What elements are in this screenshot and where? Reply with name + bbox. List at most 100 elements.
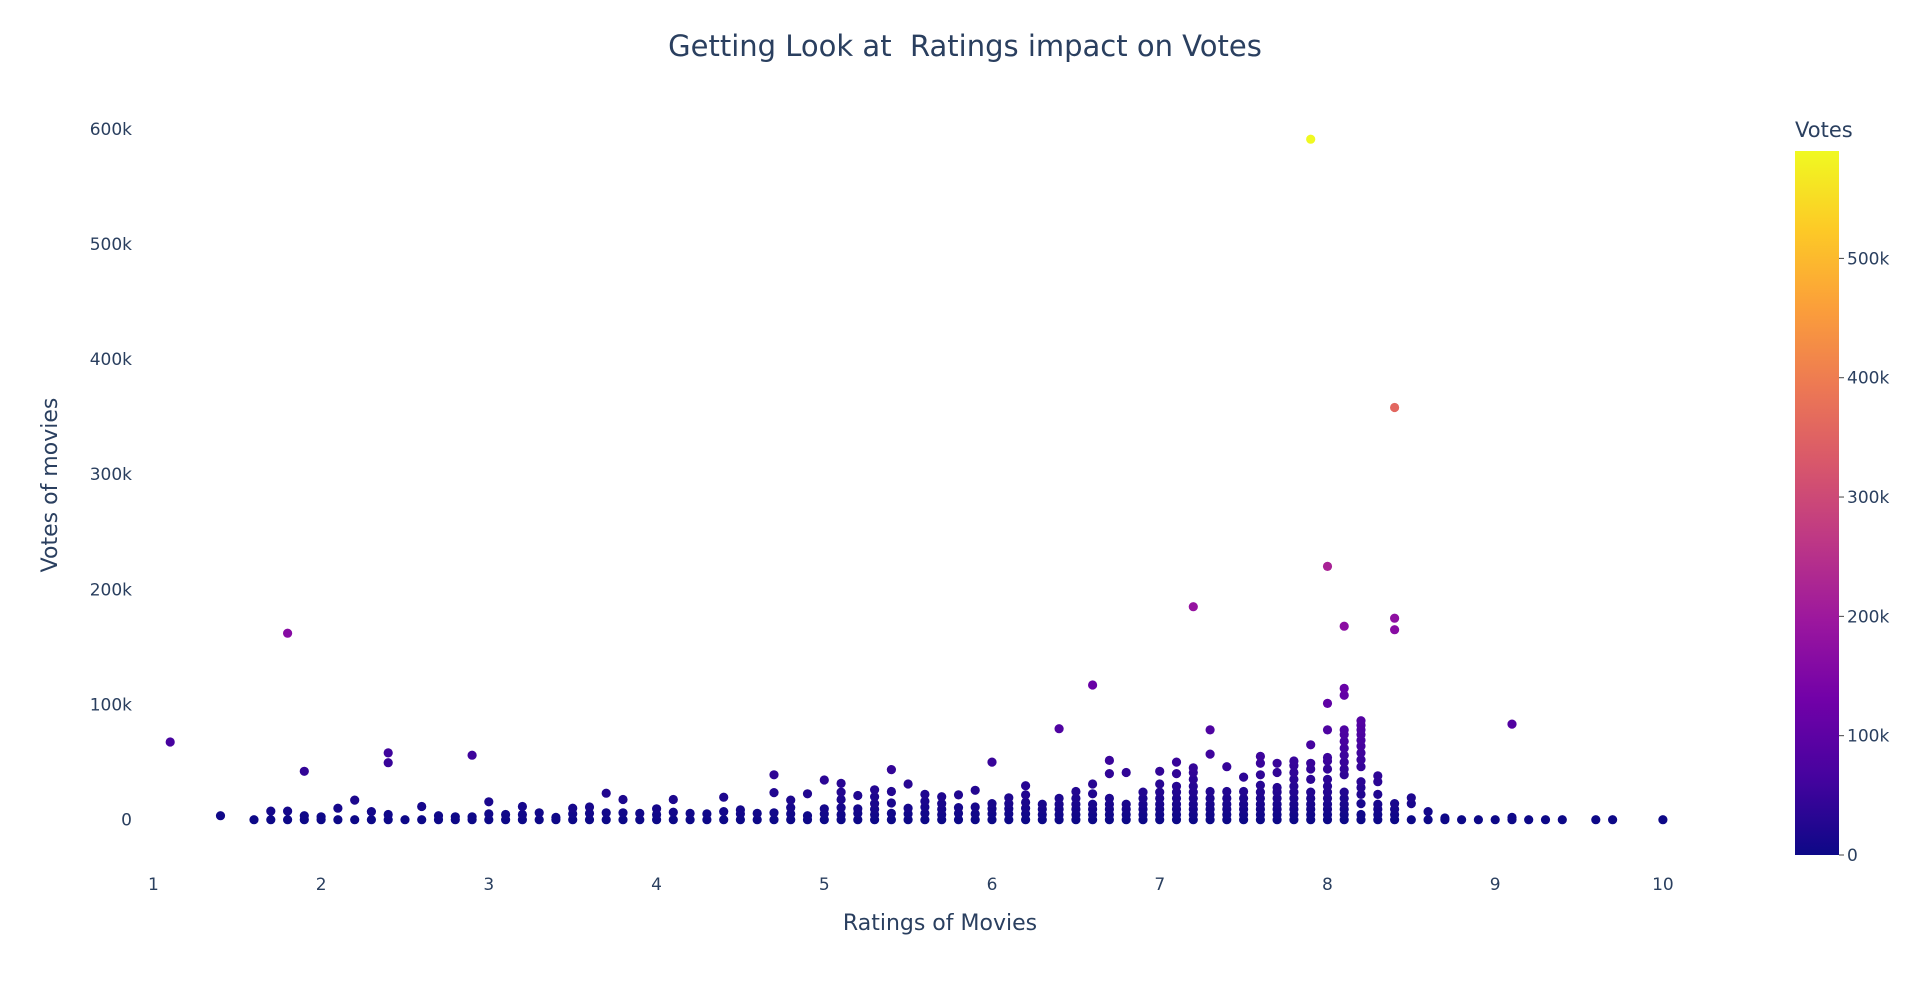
- data-point[interactable]: [534, 815, 544, 825]
- data-point[interactable]: [1524, 815, 1534, 825]
- data-point[interactable]: [1272, 793, 1282, 804]
- data-point[interactable]: [1138, 793, 1148, 804]
- data-point[interactable]: [1021, 797, 1031, 808]
- data-point[interactable]: [1255, 770, 1265, 780]
- data-point[interactable]: [1306, 787, 1316, 797]
- data-point[interactable]: [668, 794, 678, 805]
- data-point[interactable]: [668, 807, 678, 817]
- data-point[interactable]: [517, 809, 528, 820]
- data-point[interactable]: [517, 801, 528, 812]
- data-point[interactable]: [1289, 756, 1299, 766]
- data-point[interactable]: [1507, 719, 1517, 729]
- data-point[interactable]: [836, 787, 846, 797]
- data-point[interactable]: [853, 815, 863, 825]
- data-point[interactable]: [1021, 781, 1031, 791]
- data-point[interactable]: [1390, 402, 1400, 413]
- data-point[interactable]: [1205, 749, 1215, 759]
- data-point[interactable]: [400, 815, 410, 825]
- data-point[interactable]: [937, 799, 947, 809]
- data-point[interactable]: [1289, 793, 1299, 804]
- data-point[interactable]: [719, 807, 729, 817]
- data-point[interactable]: [584, 815, 595, 825]
- data-point[interactable]: [987, 757, 997, 767]
- data-point[interactable]: [1339, 793, 1349, 804]
- data-point[interactable]: [802, 811, 813, 821]
- data-point[interactable]: [350, 795, 360, 805]
- data-point[interactable]: [1339, 764, 1349, 774]
- data-point[interactable]: [786, 803, 796, 813]
- data-point[interactable]: [1339, 757, 1349, 767]
- data-point[interactable]: [1205, 793, 1215, 804]
- data-point[interactable]: [635, 815, 645, 825]
- data-point[interactable]: [467, 812, 477, 822]
- data-point[interactable]: [802, 789, 813, 799]
- data-point[interactable]: [1356, 799, 1366, 809]
- data-point[interactable]: [870, 792, 880, 802]
- data-point[interactable]: [618, 815, 628, 825]
- data-point[interactable]: [752, 808, 762, 819]
- data-point[interactable]: [970, 809, 980, 819]
- data-point[interactable]: [484, 809, 494, 819]
- data-point[interactable]: [1104, 769, 1114, 779]
- data-point[interactable]: [283, 815, 293, 825]
- data-point[interactable]: [1339, 690, 1349, 700]
- data-point[interactable]: [215, 811, 226, 821]
- data-point[interactable]: [584, 808, 595, 819]
- data-point[interactable]: [1356, 762, 1366, 772]
- data-point[interactable]: [853, 804, 863, 814]
- data-point[interactable]: [1339, 683, 1349, 694]
- data-point[interactable]: [450, 812, 460, 822]
- data-point[interactable]: [719, 792, 729, 802]
- data-point[interactable]: [1054, 724, 1064, 734]
- data-point[interactable]: [1356, 755, 1366, 765]
- data-point[interactable]: [1322, 561, 1333, 572]
- data-point[interactable]: [601, 808, 611, 818]
- data-point[interactable]: [1171, 793, 1182, 804]
- data-point[interactable]: [819, 775, 829, 785]
- data-point[interactable]: [1222, 786, 1232, 797]
- data-point[interactable]: [1339, 750, 1349, 760]
- data-point[interactable]: [870, 785, 880, 795]
- data-point[interactable]: [1557, 815, 1567, 825]
- data-point[interactable]: [501, 809, 511, 820]
- data-point[interactable]: [283, 806, 293, 816]
- data-point[interactable]: [920, 796, 930, 806]
- data-point[interactable]: [1088, 789, 1098, 799]
- data-point[interactable]: [1423, 807, 1433, 817]
- data-point[interactable]: [685, 815, 695, 825]
- data-point[interactable]: [534, 808, 544, 818]
- data-point[interactable]: [836, 803, 846, 813]
- data-point[interactable]: [1322, 725, 1333, 735]
- data-point[interactable]: [1322, 764, 1333, 774]
- data-point[interactable]: [1222, 762, 1232, 772]
- data-point[interactable]: [1390, 613, 1400, 623]
- data-point[interactable]: [1591, 815, 1601, 825]
- data-point[interactable]: [618, 808, 628, 818]
- data-point[interactable]: [1104, 793, 1114, 804]
- data-point[interactable]: [1272, 767, 1282, 778]
- data-point[interactable]: [1272, 782, 1282, 793]
- data-point[interactable]: [417, 815, 427, 825]
- data-point[interactable]: [1440, 813, 1450, 823]
- data-point[interactable]: [366, 815, 376, 825]
- data-point[interactable]: [1205, 786, 1215, 797]
- data-point[interactable]: [1155, 779, 1165, 789]
- data-point[interactable]: [1171, 769, 1182, 779]
- data-point[interactable]: [618, 794, 628, 805]
- data-point[interactable]: [1473, 815, 1483, 825]
- data-point[interactable]: [1306, 758, 1316, 768]
- data-point[interactable]: [1339, 736, 1349, 747]
- data-point[interactable]: [769, 770, 779, 780]
- data-point[interactable]: [551, 812, 561, 823]
- data-point[interactable]: [920, 808, 930, 819]
- data-point[interactable]: [1322, 698, 1333, 709]
- data-point[interactable]: [786, 809, 796, 819]
- data-point[interactable]: [1088, 799, 1098, 809]
- data-point[interactable]: [316, 812, 326, 822]
- data-point[interactable]: [283, 628, 293, 638]
- data-point[interactable]: [1356, 809, 1366, 820]
- data-point[interactable]: [836, 794, 846, 805]
- data-point[interactable]: [1188, 793, 1198, 804]
- data-point[interactable]: [1021, 790, 1031, 800]
